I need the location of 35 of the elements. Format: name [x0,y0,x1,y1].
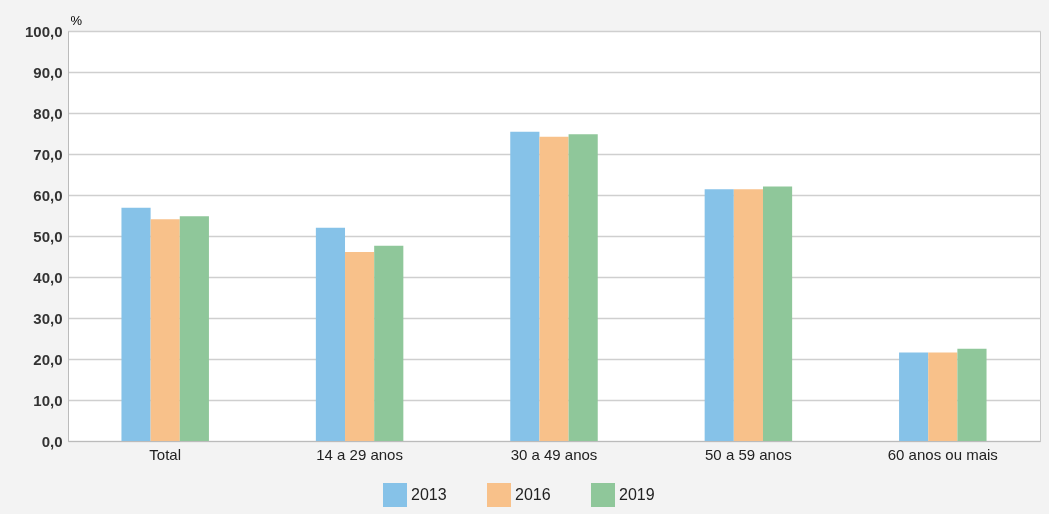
y-tick-label: 80,0 [33,104,63,122]
y-tick-label: 40,0 [33,268,63,286]
legend-label: 2016 [515,486,551,503]
bar [704,189,734,441]
bar [928,352,958,441]
bar [345,251,375,441]
x-tick-label: 50 a 59 anos [705,445,792,463]
y-tick-label: 70,0 [33,145,63,163]
bar [539,136,569,441]
bar [315,227,346,441]
y-tick-label: 90,0 [33,63,63,81]
bar [510,131,540,441]
bar [374,245,404,441]
y-tick-label: 50,0 [33,227,63,245]
bar [733,189,763,441]
y-tick-label: 30,0 [33,309,63,327]
bar [957,348,987,441]
y-tick-label: 60,0 [33,186,63,204]
x-tick-label: Total [149,445,182,463]
bar [121,207,151,441]
x-tick-label: 14 a 29 anos [316,445,403,463]
bar [899,352,929,441]
y-tick-label: 0,0 [41,432,63,450]
bar [762,186,793,441]
bar [568,134,598,441]
y-tick-label: 100,0 [24,22,63,40]
x-tick-label: 30 a 49 anos [510,445,598,463]
bar [179,216,209,441]
y-tick-label: 20,0 [33,350,63,368]
bar [150,219,180,441]
x-tick-label: 60 anos ou mais [887,445,998,463]
legend-label: 2019 [619,486,655,503]
y-axis-title: % [70,12,83,28]
y-tick-label: 10,0 [33,391,63,409]
legend-label: 2013 [411,486,447,503]
